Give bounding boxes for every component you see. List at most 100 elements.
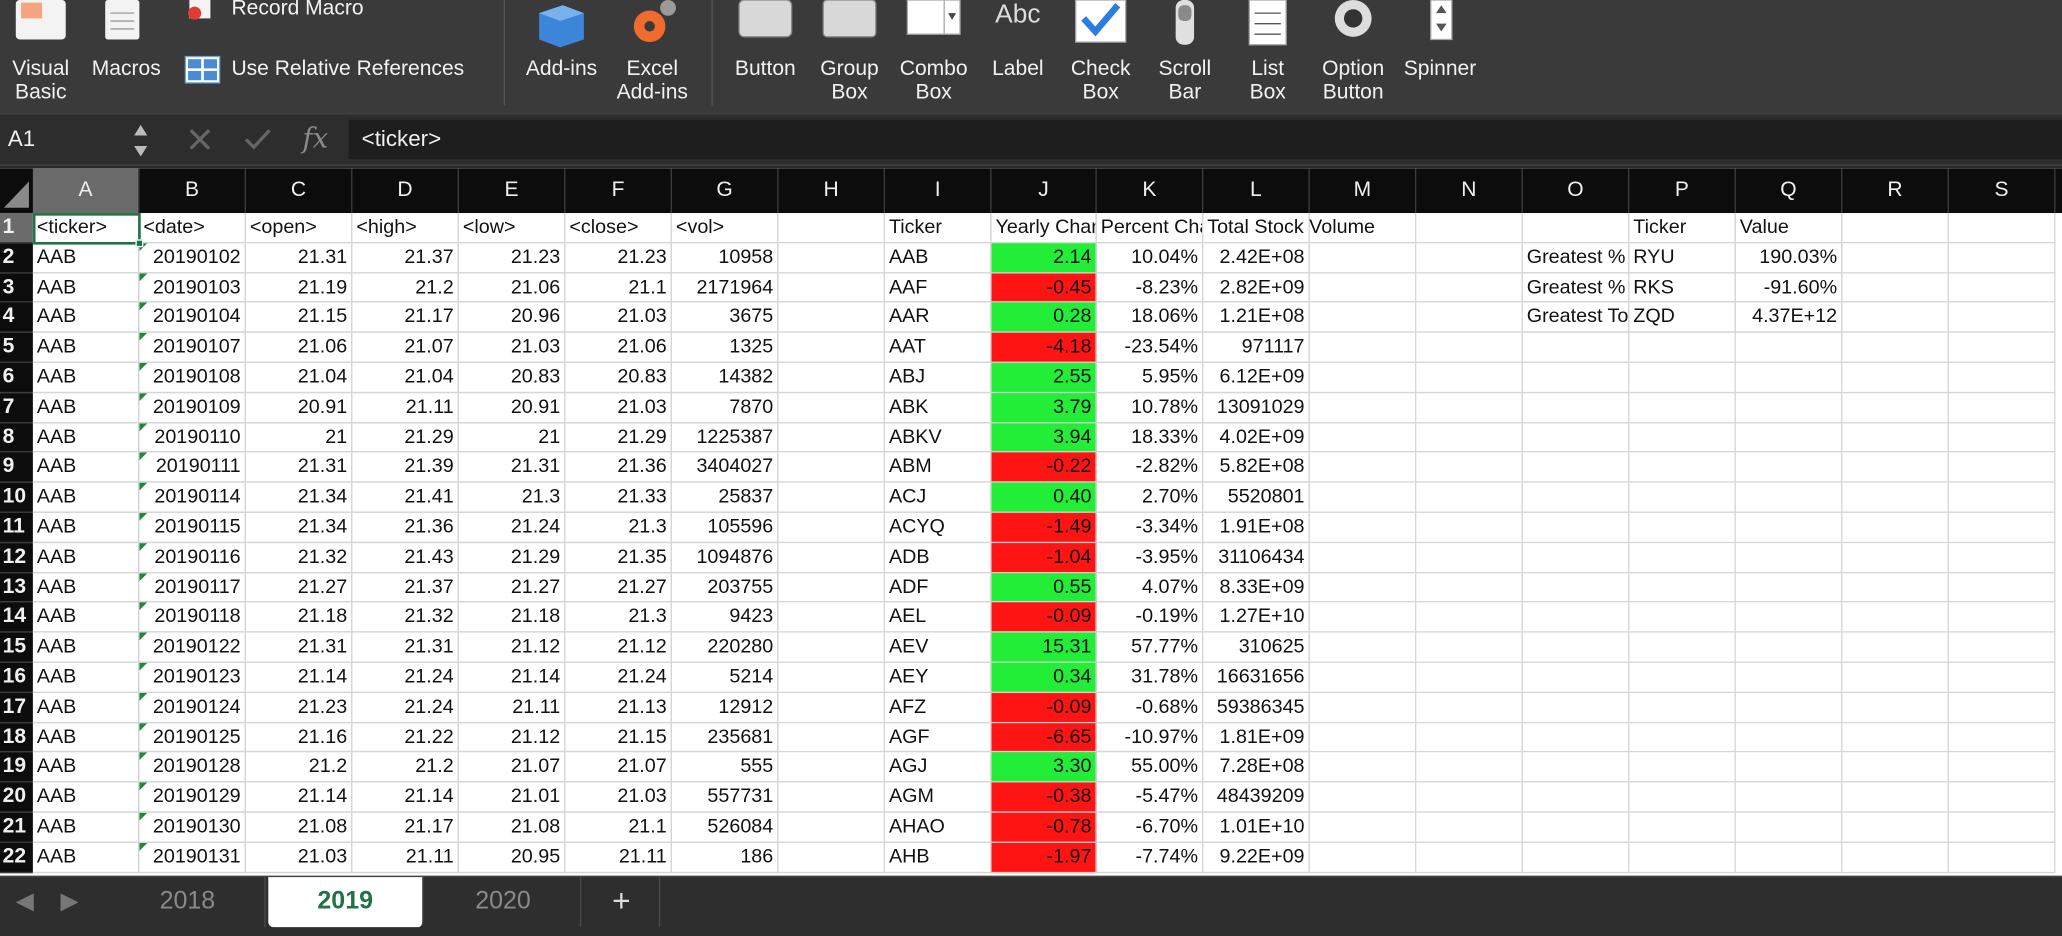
empty-cell[interactable] <box>1416 482 1523 513</box>
empty-cell[interactable] <box>1416 542 1523 573</box>
empty-cell[interactable] <box>778 572 886 603</box>
column-header-d[interactable]: D <box>352 168 459 214</box>
cell-f22[interactable]: 21.11 <box>565 842 672 873</box>
cell-e4[interactable]: 20.96 <box>458 302 566 333</box>
empty-cell[interactable] <box>1842 302 1949 333</box>
empty-cell[interactable] <box>1629 572 1736 603</box>
cell-i13[interactable]: ADF <box>885 572 992 603</box>
empty-cell[interactable] <box>1629 632 1736 663</box>
row-header-20[interactable]: 20 <box>0 782 33 813</box>
cell-b13[interactable]: 20190117 <box>139 572 246 603</box>
empty-cell[interactable] <box>1522 752 1630 783</box>
cell-e10[interactable]: 21.3 <box>458 482 566 513</box>
cell-a4[interactable]: AAB <box>32 302 140 333</box>
cell-f8[interactable]: 21.29 <box>565 422 672 453</box>
cell-i7[interactable]: ABK <box>885 392 992 423</box>
cell-a10[interactable]: AAB <box>32 482 140 513</box>
cell-i10[interactable]: ACJ <box>885 482 992 513</box>
cell-l6[interactable]: 6.12E+09 <box>1203 362 1310 393</box>
macros-button[interactable]: Macros <box>84 0 168 105</box>
empty-cell[interactable] <box>1735 602 1843 633</box>
cell-j1[interactable]: Yearly Change <box>991 213 1097 244</box>
cell-e9[interactable]: 21.31 <box>458 452 566 483</box>
empty-cell[interactable] <box>1416 302 1523 333</box>
empty-cell[interactable] <box>778 243 886 273</box>
row-header-1[interactable]: 1 <box>0 213 33 244</box>
empty-cell[interactable] <box>1416 512 1523 543</box>
cell-i21[interactable]: AHAO <box>885 812 992 843</box>
empty-cell[interactable] <box>1309 662 1417 693</box>
empty-cell[interactable] <box>1309 272 1417 303</box>
column-header-g[interactable]: G <box>672 168 779 214</box>
empty-cell[interactable] <box>1522 452 1630 483</box>
empty-cell[interactable] <box>1309 422 1417 453</box>
row-header-12[interactable]: 12 <box>0 542 33 573</box>
cell-j6[interactable]: 2.55 <box>991 362 1097 393</box>
empty-cell[interactable] <box>1842 213 1949 244</box>
empty-cell[interactable] <box>1522 332 1630 363</box>
column-header-i[interactable]: I <box>885 168 992 214</box>
cell-i20[interactable]: AGM <box>885 782 992 813</box>
cell-c10[interactable]: 21.34 <box>245 482 353 513</box>
cell-g20[interactable]: 557731 <box>671 782 779 813</box>
option-button-control[interactable]: Option Button <box>1312 0 1394 105</box>
cell-e22[interactable]: 20.95 <box>458 842 566 873</box>
cell-i11[interactable]: ACYQ <box>885 512 992 543</box>
cell-l19[interactable]: 7.28E+08 <box>1203 752 1310 783</box>
cell-f19[interactable]: 21.07 <box>565 752 672 783</box>
cell-i4[interactable]: AAR <box>885 302 992 333</box>
column-header-q[interactable]: Q <box>1736 168 1843 214</box>
column-header-f[interactable]: F <box>565 168 672 214</box>
cell-l17[interactable]: 59386345 <box>1203 692 1310 723</box>
cell-k7[interactable]: 10.78% <box>1096 392 1204 423</box>
cell-d10[interactable]: 21.41 <box>352 482 459 513</box>
cell-o3[interactable]: Greatest % Decrease <box>1522 272 1630 303</box>
cell-g14[interactable]: 9423 <box>671 602 779 633</box>
cell-l15[interactable]: 310625 <box>1203 632 1310 663</box>
cell-a19[interactable]: AAB <box>32 752 140 783</box>
empty-cell[interactable] <box>1522 482 1630 513</box>
empty-cell[interactable] <box>778 392 886 423</box>
cell-f3[interactable]: 21.1 <box>565 272 672 303</box>
empty-cell[interactable] <box>778 213 886 244</box>
cell-d21[interactable]: 21.17 <box>352 812 459 843</box>
empty-cell[interactable] <box>1416 782 1523 813</box>
empty-cell[interactable] <box>778 332 886 363</box>
cell-i1[interactable]: Ticker <box>885 213 992 244</box>
empty-cell[interactable] <box>1842 812 1949 843</box>
column-header-k[interactable]: K <box>1097 168 1204 214</box>
empty-cell[interactable] <box>1309 722 1417 753</box>
cell-i8[interactable]: ABKV <box>885 422 992 453</box>
empty-cell[interactable] <box>1416 632 1523 663</box>
empty-cell[interactable] <box>1309 812 1417 843</box>
empty-cell[interactable] <box>1948 752 2056 783</box>
cell-l22[interactable]: 9.22E+09 <box>1203 842 1310 873</box>
check-box-control[interactable]: Check Box <box>1063 0 1139 105</box>
cell-k11[interactable]: -3.34% <box>1096 512 1204 543</box>
cell-c6[interactable]: 21.04 <box>245 362 353 393</box>
cell-k22[interactable]: -7.74% <box>1096 842 1204 873</box>
empty-cell[interactable] <box>1735 632 1843 663</box>
cell-l7[interactable]: 13091029 <box>1203 392 1310 423</box>
cell-d15[interactable]: 21.31 <box>352 632 459 663</box>
cell-j15[interactable]: 15.31 <box>991 632 1097 663</box>
cell-f20[interactable]: 21.03 <box>565 782 672 813</box>
row-header-15[interactable]: 15 <box>0 632 33 663</box>
empty-cell[interactable] <box>1309 332 1417 363</box>
empty-cell[interactable] <box>1735 692 1843 723</box>
empty-cell[interactable] <box>1629 722 1736 753</box>
label-control[interactable]: Abc Label <box>984 0 1052 105</box>
cell-j14[interactable]: -0.09 <box>991 602 1097 633</box>
empty-cell[interactable] <box>1629 362 1736 393</box>
cell-f9[interactable]: 21.36 <box>565 452 672 483</box>
empty-cell[interactable] <box>1948 243 2056 273</box>
empty-cell[interactable] <box>1522 722 1630 753</box>
cell-f12[interactable]: 21.35 <box>565 542 672 573</box>
cell-g7[interactable]: 7870 <box>671 392 779 423</box>
cell-k3[interactable]: -8.23% <box>1096 272 1204 303</box>
empty-cell[interactable] <box>1735 332 1843 363</box>
cell-j13[interactable]: 0.55 <box>991 572 1097 603</box>
empty-cell[interactable] <box>778 452 886 483</box>
cell-c4[interactable]: 21.15 <box>245 302 353 333</box>
empty-cell[interactable] <box>1309 512 1417 543</box>
